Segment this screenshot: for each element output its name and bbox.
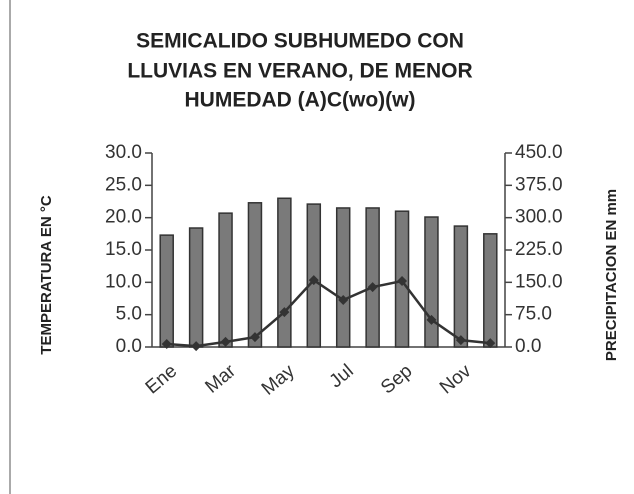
y-tick-label: 0.0 (116, 336, 142, 357)
marker (367, 282, 378, 293)
bar (188, 227, 204, 348)
marker (426, 314, 437, 325)
bar (247, 202, 263, 348)
x-tick-label: May (258, 360, 299, 399)
marker (220, 336, 231, 347)
y2-tick-label: 150.0 (515, 271, 563, 292)
marker (161, 338, 172, 349)
bar (218, 212, 233, 348)
marker (455, 335, 466, 346)
chart-title: SEMICALIDO SUBHUMEDO CON (136, 30, 464, 53)
y-tick-label: 30.0 (105, 142, 142, 163)
y2-axis-label: PRECIPITACION EN mm (603, 189, 620, 361)
y-tick-label: 5.0 (116, 304, 142, 325)
bar (335, 207, 351, 348)
y2-tick-label: 375.0 (515, 174, 563, 195)
line (166, 278, 491, 348)
marker (279, 307, 290, 318)
y-tick-label: 20.0 (105, 207, 142, 228)
chart-title: HUMEDAD (A)C(wo)(w) (185, 89, 416, 112)
y2-tick-label: 300.0 (515, 207, 563, 228)
y-axis-label: TEMPERATURA EN °C (38, 195, 55, 354)
chart-title: LLUVIAS EN VERANO, DE MENOR (127, 60, 472, 83)
bar (277, 197, 292, 348)
marker (308, 275, 319, 286)
bar (159, 234, 174, 348)
marker (249, 332, 260, 343)
marker (191, 341, 202, 352)
marker (485, 338, 496, 349)
x-tick-label: Mar (201, 360, 240, 398)
marker (397, 276, 408, 287)
y-tick-label: 25.0 (105, 174, 142, 195)
y-tick-label: 10.0 (105, 271, 142, 292)
bar (424, 216, 439, 348)
y2-tick-label: 450.0 (515, 142, 563, 163)
bar (365, 207, 380, 348)
bar (483, 233, 498, 348)
y2-tick-label: 0.0 (515, 336, 541, 357)
y2-tick-label: 225.0 (515, 239, 563, 260)
x-tick-label: Ene (142, 361, 181, 399)
x-tick-label: Nov (436, 360, 476, 398)
x-tick-label: Sep (377, 361, 416, 399)
bar (453, 225, 469, 348)
x-tick-label: Jul (326, 361, 358, 393)
marker (338, 295, 349, 306)
y2-tick-label: 75.0 (515, 304, 552, 325)
y-tick-label: 15.0 (105, 239, 142, 260)
